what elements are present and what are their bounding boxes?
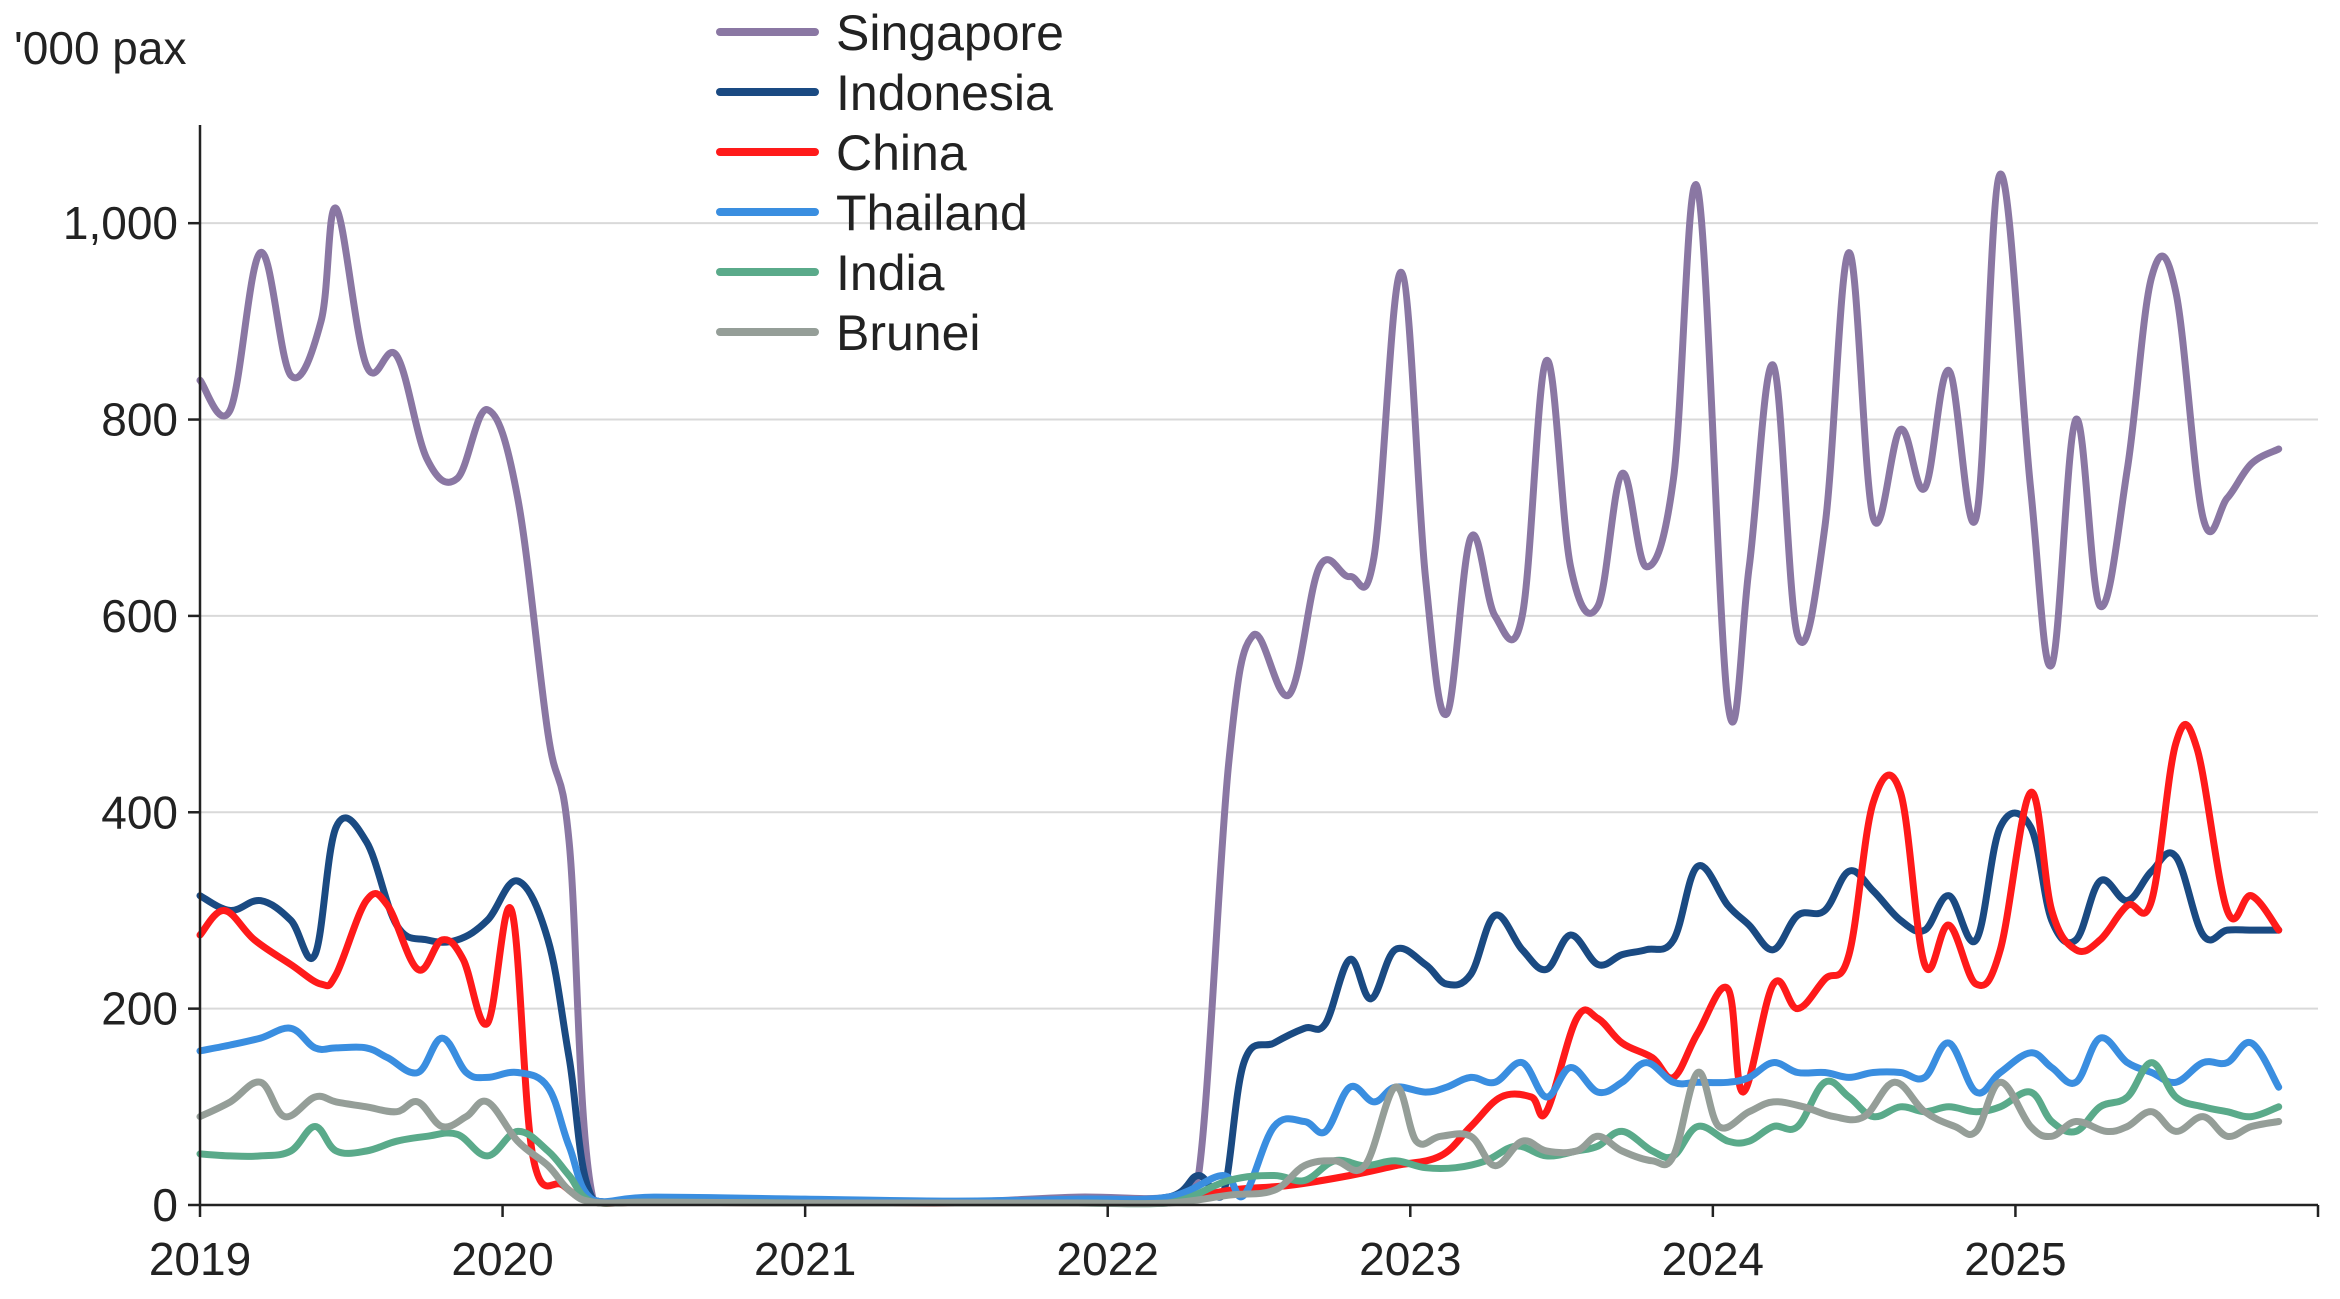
y-tick-label: 600 xyxy=(101,590,178,642)
series-line-singapore xyxy=(196,170,2283,1207)
legend-label-china: China xyxy=(836,125,967,181)
legend-label-singapore: Singapore xyxy=(836,5,1064,61)
series-line-china xyxy=(196,720,2283,1207)
x-tick-labels: 2019 2020 2021 2022 2023 2024 2025 xyxy=(149,1233,2067,1285)
legend: SingaporeIndonesiaChinaThailandIndiaBrun… xyxy=(716,5,1064,361)
series-line-thailand xyxy=(196,1024,2283,1206)
x-tick-label: 2019 xyxy=(149,1233,251,1285)
series-line-india xyxy=(196,1059,2283,1208)
legend-label-thailand: Thailand xyxy=(836,185,1028,241)
series-line-brunei xyxy=(196,1068,2283,1208)
y-tick-label: 0 xyxy=(152,1179,178,1231)
axes xyxy=(188,125,2320,1217)
y-axis-unit-label: '000 pax xyxy=(14,22,186,74)
legend-label-indonesia: Indonesia xyxy=(836,65,1053,121)
y-tick-label: 400 xyxy=(101,786,178,838)
x-tick-label: 2021 xyxy=(754,1233,856,1285)
y-tick-label: 200 xyxy=(101,983,178,1035)
series-lines xyxy=(196,170,2283,1208)
x-tick-label: 2023 xyxy=(1359,1233,1461,1285)
x-tick-label: 2024 xyxy=(1662,1233,1764,1285)
x-tick-label: 2020 xyxy=(451,1233,553,1285)
y-tick-label: 1,000 xyxy=(63,197,178,249)
x-tick-label: 2025 xyxy=(1964,1233,2066,1285)
y-tick-labels: 0 200 400 600 800 1,000 xyxy=(63,197,178,1231)
gridlines xyxy=(200,222,2318,1010)
series-line-indonesia xyxy=(196,809,2283,1206)
legend-label-india: India xyxy=(836,245,945,301)
x-tick-label: 2022 xyxy=(1057,1233,1159,1285)
y-tick-label: 800 xyxy=(101,394,178,446)
legend-label-brunei: Brunei xyxy=(836,305,981,361)
